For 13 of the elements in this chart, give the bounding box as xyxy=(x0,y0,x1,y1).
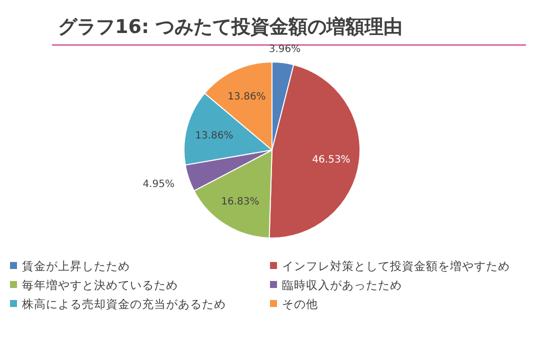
legend-label: 株高による売却資金の充当があるため xyxy=(21,297,226,311)
data-label: 3.96% xyxy=(268,44,301,55)
legend-label: 賃金が上昇したため xyxy=(22,259,130,273)
legend-label: インフレ対策として投資金額を増やすため xyxy=(282,259,510,273)
chart-title: グラフ16: つみたて投資金額の増額理由 xyxy=(58,16,403,38)
data-label: 13.86% xyxy=(195,130,234,142)
legend-label: その他 xyxy=(282,297,318,311)
legend-label: 毎年増やすと決めているため xyxy=(22,278,178,292)
data-label: 46.53% xyxy=(312,154,350,166)
data-label: 4.95% xyxy=(142,179,174,190)
legend-label: 臨時収入があったため xyxy=(282,278,402,292)
data-label: 13.86% xyxy=(228,92,266,103)
data-label: 16.83% xyxy=(221,196,260,208)
